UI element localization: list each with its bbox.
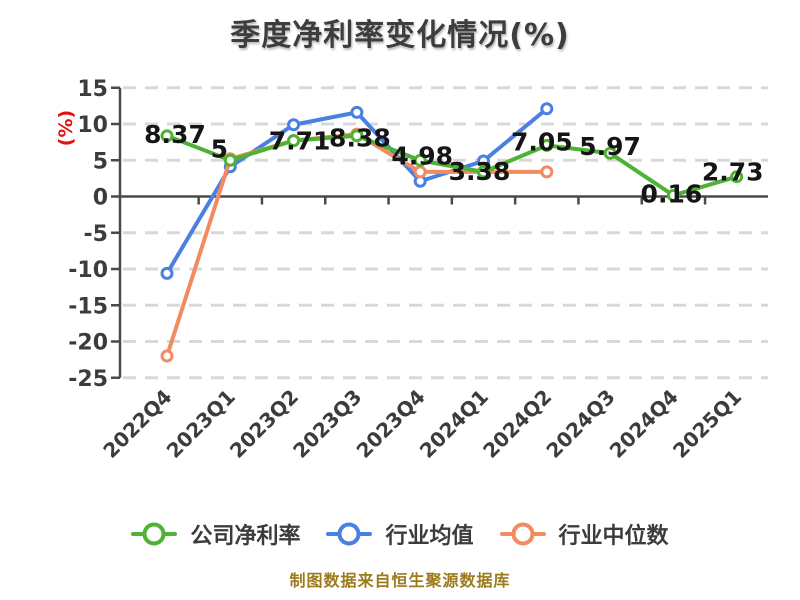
legend-item-company-net-margin: 公司净利率 xyxy=(131,518,300,550)
data-point-company-net-margin xyxy=(223,153,237,167)
data-point-label: 7.71 xyxy=(269,127,331,156)
y-axis-unit-label: (%) xyxy=(55,110,77,146)
legend-label-industry-mean: 行业均值 xyxy=(385,524,474,549)
data-point-label: 2.73 xyxy=(702,158,764,187)
x-tick-label: 2023Q1 xyxy=(162,385,240,463)
y-tick-label: -10 xyxy=(68,258,108,283)
legend-dot xyxy=(337,522,361,546)
data-point-label: 8.38 xyxy=(329,124,391,153)
y-tick-label: -15 xyxy=(68,294,108,319)
legend-label-company-net-margin: 公司净利率 xyxy=(190,524,301,549)
data-point-company-net-margin xyxy=(666,188,680,202)
legend-dot xyxy=(142,522,166,546)
data-point-company-net-margin xyxy=(730,170,744,184)
data-point-label: 5 xyxy=(211,134,228,163)
x-tick-label: 2024Q1 xyxy=(415,385,493,463)
y-tick-label: 5 xyxy=(93,149,108,174)
legend: 公司净利率 行业均值 行业中位数 xyxy=(0,518,800,550)
x-tick-label: 2025Q1 xyxy=(668,385,746,463)
data-point-company-net-margin xyxy=(477,165,490,179)
data-point-label: 0.16 xyxy=(641,179,703,208)
legend-label-industry-median: 行业中位数 xyxy=(558,524,669,549)
x-tick-label: 2024Q4 xyxy=(605,385,683,463)
data-point-industry-median xyxy=(540,165,554,179)
data-point-label: 7.05 xyxy=(511,127,573,156)
data-point-company-net-margin xyxy=(287,134,301,148)
y-tick-label: -25 xyxy=(68,367,108,392)
y-tick-label: 15 xyxy=(77,77,108,102)
data-point-label: 3.38 xyxy=(449,157,511,186)
legend-dot xyxy=(511,522,534,546)
x-tick-label: 2024Q3 xyxy=(541,385,619,463)
series-line-company-net-margin xyxy=(165,133,739,198)
line-dot-marker-icon xyxy=(326,520,373,548)
data-point-label: 5.97 xyxy=(579,132,641,161)
data-point-label: 8.37 xyxy=(144,120,206,149)
x-tick-label: 2023Q2 xyxy=(225,385,303,463)
y-tick-label: 0 xyxy=(93,186,108,211)
y-tick-label: -5 xyxy=(84,222,108,247)
y-tick-label: -20 xyxy=(68,331,108,356)
data-point-label: 4.98 xyxy=(391,141,453,170)
data-point-company-net-margin xyxy=(603,146,617,160)
legend-item-industry-median: 行业中位数 xyxy=(499,518,669,550)
x-tick-label: 2022Q4 xyxy=(98,385,176,463)
x-tick-label: 2023Q4 xyxy=(352,385,430,463)
data-point-industry-mean xyxy=(160,266,174,280)
data-point-industry-mean xyxy=(350,105,364,119)
data-point-industry-mean xyxy=(540,102,554,116)
y-tick-label: 10 xyxy=(77,113,108,138)
data-point-company-net-margin xyxy=(160,129,174,143)
data-point-company-net-margin xyxy=(350,129,364,143)
x-tick-label: 2023Q3 xyxy=(288,385,366,463)
x-tick-label: 2024Q2 xyxy=(478,385,556,463)
data-point-industry-mean xyxy=(287,118,301,132)
data-point-company-net-margin xyxy=(540,138,554,152)
line-dot-marker-icon xyxy=(499,520,546,548)
legend-item-industry-mean: 行业均值 xyxy=(326,518,474,550)
data-point-industry-median xyxy=(160,349,174,363)
line-dot-marker-icon xyxy=(131,520,178,548)
page-title: 季度净利率变化情况(%) xyxy=(230,18,570,53)
data-point-company-net-margin xyxy=(413,153,427,167)
data-source-note: 制图数据来自恒生聚源数据库 xyxy=(289,571,511,590)
